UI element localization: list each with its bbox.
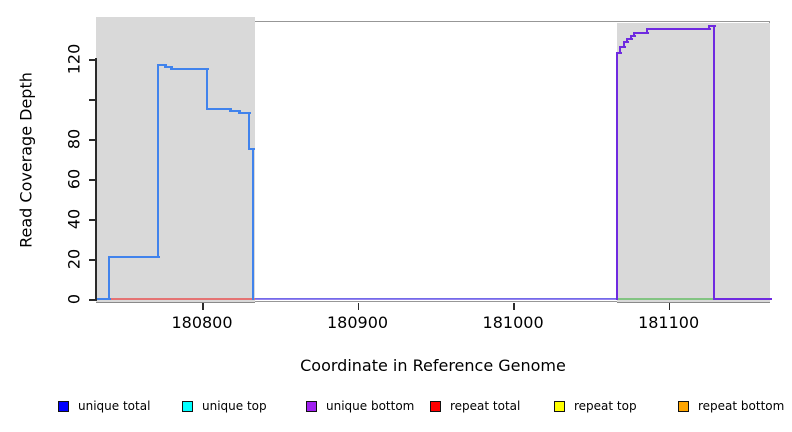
unique-total-swatch-icon [58, 400, 69, 412]
unique-total-coverage-line [239, 112, 251, 114]
legend-item-unique-top: unique top [182, 399, 267, 413]
x-tick [668, 303, 671, 310]
legend-item-label: unique bottom [326, 399, 415, 413]
unique-total-coverage-line [248, 148, 256, 150]
y-tick [89, 99, 96, 101]
y-tick [89, 259, 96, 261]
top-strand-overlap-baseline-line [617, 298, 716, 300]
y-tick [89, 139, 96, 141]
unique-total-coverage-line [229, 110, 242, 112]
unique-total-coverage-line [247, 112, 250, 150]
x-axis-title: Coordinate in Reference Genome [300, 356, 566, 375]
x-tick-label: 181000 [482, 313, 544, 332]
left-gray-block [96, 17, 255, 302]
repeat-total-swatch-icon [430, 400, 441, 412]
y-tick-label: 20 [64, 248, 84, 270]
y-tick-label: 40 [64, 208, 84, 230]
unique-bottom-coverage-line [630, 35, 633, 40]
y-tick [89, 219, 96, 221]
legend-item-unique-total: unique total [58, 399, 150, 413]
unique-bottom-coverage-line [712, 25, 715, 300]
legend-item-unique-bottom: unique bottom [306, 399, 414, 413]
unique-bottom-coverage-line [713, 298, 772, 300]
right-gray-block [617, 23, 770, 302]
y-tick [89, 299, 96, 301]
unique-total-coverage-line [205, 68, 208, 110]
x-tick-label: 180900 [326, 313, 389, 332]
legend-item-label: unique total [78, 399, 151, 413]
y-tick-label: 120 [64, 43, 84, 75]
unique-top-swatch-icon [182, 400, 193, 412]
unique-bottom-coverage-line [626, 38, 634, 40]
unique-total-coverage-line [107, 256, 110, 300]
unique-bottom-coverage-line [622, 41, 625, 48]
right-gray-block-bottom-edge [617, 302, 770, 303]
left-gray-block-bottom-edge [96, 302, 255, 303]
legend-item-label: repeat top [574, 399, 637, 413]
repeat-total-baseline-line [96, 298, 257, 300]
x-tick-label: 180800 [171, 313, 233, 332]
unique-bottom-coverage-line [633, 32, 636, 37]
unique-bottom-coverage-line [625, 38, 628, 43]
unique-total-coverage-line [96, 298, 111, 300]
legend-item-repeat-bottom: repeat bottom [678, 399, 784, 413]
y-tick-label: 80 [64, 128, 84, 150]
y-tick-label: 0 [64, 293, 84, 305]
unique-total-coverage-line [157, 64, 160, 258]
x-tick [202, 303, 204, 310]
repeat-bottom-swatch-icon [678, 400, 689, 412]
unique-total-unique-bottom-overlap-baseline-line [254, 298, 620, 300]
x-tick-label: 181100 [638, 313, 700, 332]
unique-bottom-coverage-line [645, 28, 648, 34]
x-tick [513, 303, 515, 310]
y-tick-label: 60 [64, 168, 84, 190]
y-tick [89, 179, 96, 181]
legend-item-label: repeat total [450, 399, 521, 413]
legend-item-repeat-top: repeat top [554, 399, 637, 413]
legend: unique total unique top unique bottom repea… [0, 399, 792, 415]
unique-total-coverage-line [252, 148, 255, 300]
unique-total-coverage-line [108, 256, 161, 258]
legend-item-label: unique top [202, 399, 267, 413]
y-tick [89, 59, 96, 61]
unique-bottom-coverage-line [619, 46, 622, 54]
unique-bottom-coverage-line [709, 25, 716, 27]
y-axis-line [95, 58, 97, 301]
unique-bottom-coverage-line [708, 25, 711, 30]
unique-bottom-coverage-line [634, 32, 649, 34]
unique-total-coverage-line [170, 68, 209, 70]
unique-total-coverage-line [164, 66, 173, 68]
unique-total-coverage-line [158, 64, 167, 66]
legend-item-repeat-total: repeat total [430, 399, 520, 413]
legend-item-label: repeat bottom [698, 399, 785, 413]
unique-bottom-swatch-icon [306, 400, 317, 412]
unique-total-coverage-line [206, 108, 232, 110]
repeat-top-swatch-icon [554, 400, 565, 412]
unique-bottom-coverage-line [646, 28, 712, 30]
x-tick [357, 303, 360, 310]
unique-bottom-coverage-line [616, 52, 619, 300]
y-axis-title: Read Coverage Depth [16, 72, 36, 248]
